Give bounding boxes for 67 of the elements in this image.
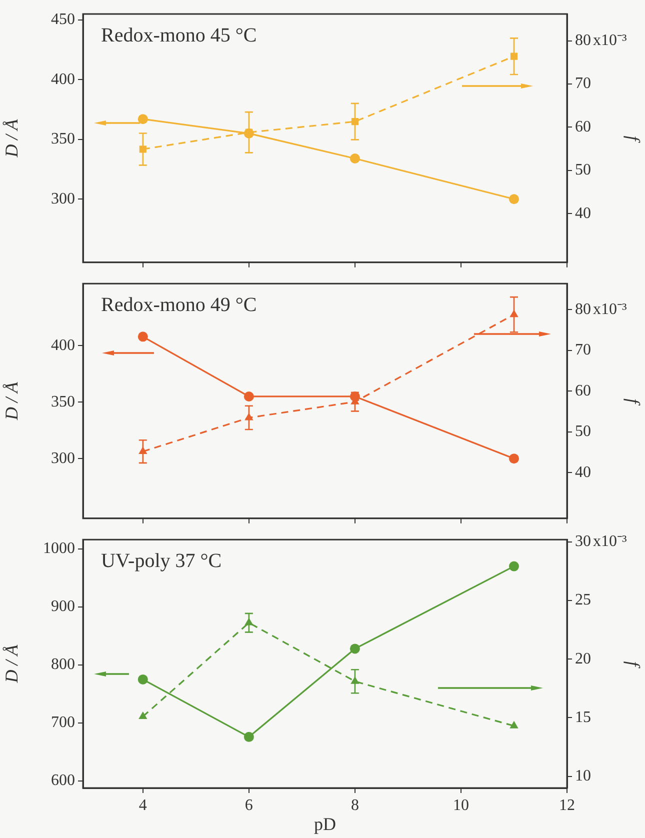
y2-tick-label: 60 <box>575 118 591 136</box>
y-axis-title: D / Å <box>2 644 22 684</box>
point <box>510 310 518 318</box>
point <box>244 732 254 742</box>
point <box>244 412 254 420</box>
annotation: Redox-mono 45 °C <box>101 24 257 46</box>
y2-tick-label: 70 <box>575 342 591 359</box>
y2-tick-label: 30 <box>575 533 591 550</box>
y2-tick-label: 60 <box>575 382 591 400</box>
y-tick-label: 1000 <box>43 540 75 558</box>
point <box>244 128 254 138</box>
y2-tick-label: 15 <box>575 708 591 726</box>
y-tick-label: 400 <box>51 70 75 88</box>
point <box>139 146 146 153</box>
y-axis-title: D / Å <box>2 381 22 421</box>
y-tick-label: 600 <box>51 772 75 790</box>
y2-axis-title: f <box>623 398 644 406</box>
y-tick-label: 350 <box>51 130 75 148</box>
point <box>510 720 518 728</box>
y2-axis-title: f <box>623 136 644 144</box>
point <box>350 391 360 402</box>
y2-tick-label: 50 <box>575 423 591 440</box>
x-axis-title: pD <box>314 814 336 834</box>
x-tick-label: 6 <box>244 796 253 814</box>
y2-tick-label: 70 <box>575 75 591 92</box>
y2-tick-label: 20 <box>575 650 591 668</box>
point <box>138 446 148 454</box>
y2-tick-label: 25 <box>575 592 591 609</box>
y-tick-label: 400 <box>51 336 75 354</box>
x-tick-label: 8 <box>350 796 359 814</box>
y-tick-label: 900 <box>51 598 75 616</box>
y2-tick-label: 50 <box>575 162 591 179</box>
text: x10⁻³ <box>593 300 627 318</box>
point <box>138 332 148 342</box>
y2-tick-label: 40 <box>575 204 591 222</box>
x-tick-label: 12 <box>559 796 575 814</box>
point <box>510 52 518 60</box>
point <box>138 114 148 124</box>
y2-tick-label: 80 <box>575 300 591 318</box>
point <box>350 154 360 164</box>
y-tick-label: 300 <box>51 450 75 467</box>
y2-axis-title: f <box>623 661 644 670</box>
point <box>508 194 519 204</box>
text: x10⁻³ <box>593 533 627 550</box>
y2-tick-label: 40 <box>575 464 591 481</box>
annotation: UV-poly 37 °C <box>101 550 222 572</box>
point <box>351 118 358 126</box>
point <box>138 712 148 720</box>
text: x10⁻³ <box>593 32 627 49</box>
point <box>138 674 148 684</box>
y-tick-label: 700 <box>51 714 75 732</box>
y-tick-label: 450 <box>51 11 75 28</box>
point <box>244 391 254 402</box>
y-tick-label: 800 <box>51 656 75 674</box>
x-tick-label: 10 <box>452 796 469 814</box>
y-tick-label: 350 <box>51 393 75 410</box>
point <box>350 644 360 654</box>
y-axis-title: D / Å <box>2 118 22 158</box>
point <box>508 454 519 464</box>
y2-tick-label: 80 <box>575 32 591 49</box>
point <box>244 618 254 626</box>
point <box>350 676 360 684</box>
annotation: Redox-mono 49 °C <box>101 294 257 316</box>
point <box>508 561 519 572</box>
y-tick-label: 300 <box>51 190 75 208</box>
y2-tick-label: 10 <box>575 767 591 784</box>
x-tick-label: 4 <box>138 796 147 814</box>
